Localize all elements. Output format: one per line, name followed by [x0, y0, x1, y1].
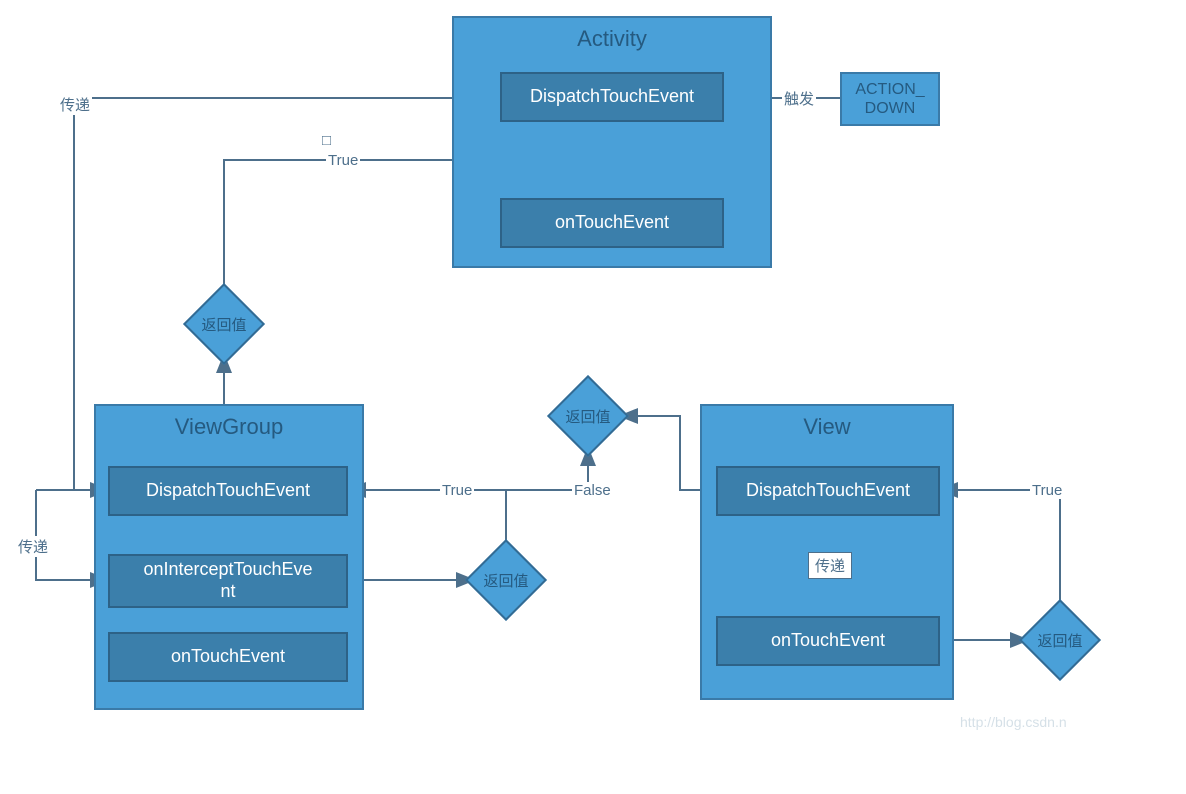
return-diamond-top-label: 返回值: [184, 314, 264, 334]
edge-label-true-top: True: [326, 152, 360, 169]
action-down-box: ACTION_DOWN: [840, 72, 940, 126]
view-ontouch-box: onTouchEvent: [716, 616, 940, 666]
view-title: View: [702, 414, 952, 440]
edge-label-square: □: [320, 132, 333, 149]
activity-dispatch-box: DispatchTouchEvent: [500, 72, 724, 122]
viewgroup-ontouch-box: onTouchEvent: [108, 632, 348, 682]
edge-label-trigger: 触发: [782, 88, 816, 109]
viewgroup-dispatch-box: DispatchTouchEvent: [108, 466, 348, 516]
edge-label-true-right: True: [1030, 482, 1064, 499]
viewgroup-title: ViewGroup: [96, 414, 362, 440]
edge-label-true-mid: True: [440, 482, 474, 499]
return-diamond-mid-label: 返回值: [548, 406, 628, 426]
viewgroup-onintercept-box: onInterceptTouchEvent: [108, 554, 348, 608]
edge-label-pass-left: 传递: [16, 536, 50, 557]
edge-label-false-mid: False: [572, 482, 613, 499]
edge-label-transfer-view: 传递: [808, 552, 852, 579]
watermark-text: http://blog.csdn.n: [960, 714, 1067, 730]
return-diamond-vg-label: 返回值: [466, 570, 546, 590]
edge-label-pass-topleft: 传递: [58, 94, 92, 115]
view-dispatch-box: DispatchTouchEvent: [716, 466, 940, 516]
activity-title: Activity: [454, 26, 770, 52]
return-diamond-view-label: 返回值: [1020, 630, 1100, 650]
activity-ontouch-box: onTouchEvent: [500, 198, 724, 248]
